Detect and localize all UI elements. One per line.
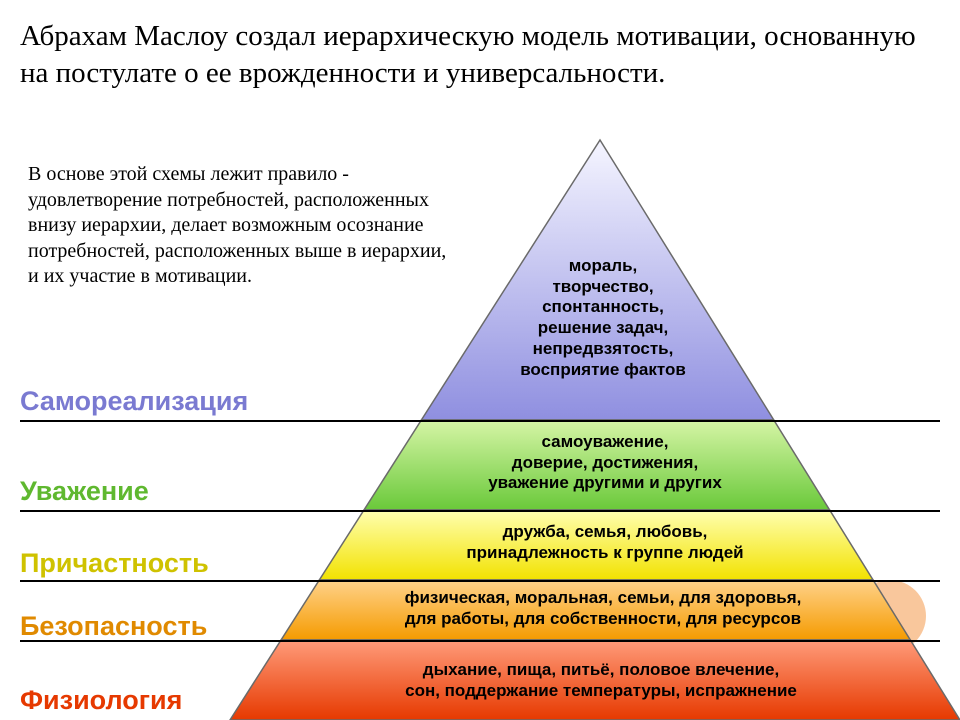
level-label: Причастность [20, 548, 209, 579]
page: Абрахам Маслоу создал иерархическую моде… [0, 0, 960, 720]
level-label: Самореализация [20, 386, 248, 417]
segment-text: дружба, семья, любовь,принадлежность к г… [400, 522, 810, 563]
level-divider [20, 420, 940, 422]
segment-text: физическая, моральная, семьи, для здоров… [318, 588, 888, 629]
segment-text: дыхание, пища, питьё, половое влечение,с… [296, 660, 906, 701]
level-label: Безопасность [20, 611, 207, 642]
level-divider [20, 580, 940, 582]
level-label: Уважение [20, 476, 149, 507]
page-title: Абрахам Маслоу создал иерархическую моде… [20, 18, 940, 92]
level-label: Физиология [20, 685, 182, 716]
segment-text: самоуважение,доверие, достижения,уважени… [430, 432, 780, 494]
level-divider [20, 510, 940, 512]
page-subtext: В основе этой схемы лежит правило - удов… [28, 162, 458, 290]
segment-text: мораль,творчество,спонтанность,решение з… [468, 256, 738, 380]
level-divider [20, 640, 940, 642]
